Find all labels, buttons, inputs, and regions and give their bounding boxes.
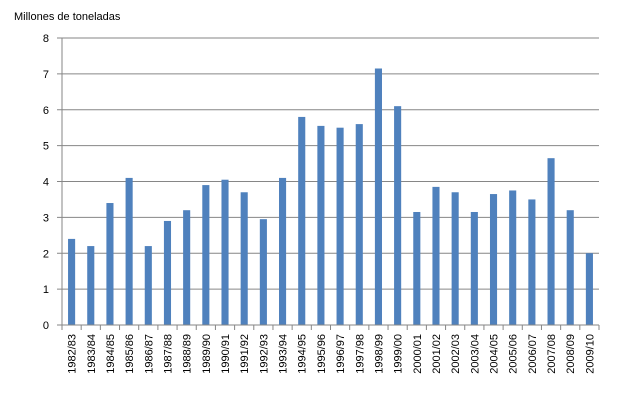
bar-2008-09	[566, 210, 574, 325]
x-tick-label: 1998/99	[373, 334, 385, 374]
x-tick-label: 2006/07	[527, 334, 539, 374]
bar-1982-83	[68, 238, 76, 325]
x-tick-label: 1982/83	[67, 334, 79, 374]
bar-1995-96	[317, 125, 325, 325]
x-tick-label: 1992/93	[258, 334, 270, 374]
x-tick-label: 1997/98	[354, 334, 366, 374]
x-tick-label: 2003/04	[469, 334, 481, 374]
x-tick-label: 2008/09	[565, 334, 577, 374]
bar-2007-08	[547, 158, 555, 325]
y-tick-label: 3	[43, 212, 49, 224]
bar-2006-07	[528, 199, 536, 325]
bar-2001-02	[432, 186, 440, 325]
bar-1988-89	[183, 210, 191, 325]
y-tick-label: 7	[43, 69, 49, 81]
bar-1999-00	[394, 106, 402, 325]
bar-2003-04	[470, 211, 478, 325]
x-tick-labels: 1982/83 1983/84 1984/85 1985/86 1986/87 1987/…	[67, 334, 597, 374]
bar-1985-86	[125, 177, 133, 325]
x-tick-label: 1995/96	[316, 334, 328, 374]
bar-1996-97	[336, 127, 344, 325]
bar-1992-93	[259, 219, 267, 325]
y-tick-label: 2	[43, 248, 49, 260]
x-tick-label: 1993/94	[278, 334, 290, 374]
bar-1983-84	[87, 246, 95, 325]
x-tick-label: 1987/88	[162, 334, 174, 374]
x-tick-label: 1984/85	[105, 334, 117, 374]
bar-1993-94	[279, 177, 287, 325]
x-tick-label: 2005/06	[508, 334, 520, 374]
y-tick-label: 8	[43, 33, 49, 45]
x-tick-label: 1991/92	[239, 334, 251, 374]
y-tick-label: 1	[43, 284, 49, 296]
x-tick-label: 1986/87	[143, 334, 155, 374]
bar-1990-91	[221, 179, 229, 325]
bar-2000-01	[413, 211, 421, 325]
bar-2005-06	[509, 190, 517, 325]
x-tick-label: 1983/84	[86, 334, 98, 374]
bar-2004-05	[489, 194, 498, 325]
bar-1997-98	[355, 124, 363, 325]
y-tick-label: 5	[43, 141, 49, 153]
bar-1998-99	[374, 68, 382, 326]
x-tick-label: 1999/00	[393, 334, 405, 374]
x-tick-label: 2000/01	[412, 334, 424, 374]
y-tick-label: 6	[43, 105, 49, 117]
x-tick-label: 1994/95	[297, 334, 309, 374]
x-tick-label: 1985/86	[124, 334, 136, 374]
bar-2009-10	[585, 253, 593, 325]
bar-2002-03	[451, 192, 459, 325]
x-tick-label: 2007/08	[546, 334, 558, 374]
bar-1984-85	[106, 203, 114, 325]
bar-1986-87	[144, 246, 152, 325]
x-tick-label: 1996/97	[335, 334, 347, 374]
bar-1991-92	[240, 192, 248, 325]
x-tick-label: 2004/05	[489, 334, 501, 374]
y-tick-label: 0	[43, 320, 49, 332]
y-axis-label: Millones de toneladas	[14, 11, 121, 23]
x-tick-label: 1989/90	[201, 334, 213, 374]
x-tick-label: 1990/91	[220, 334, 232, 374]
y-tick-labels: 0 1 2 3 4 5 6 7 8	[43, 33, 49, 332]
x-tick-label: 2001/02	[431, 334, 443, 374]
x-tick-label: 2002/03	[450, 334, 462, 374]
gridlines	[62, 37, 599, 290]
x-tick-label: 2009/10	[584, 334, 596, 374]
y-tick-label: 4	[43, 177, 49, 189]
axes	[57, 37, 600, 330]
bar-1987-88	[163, 220, 172, 325]
bars	[68, 68, 593, 326]
bar-1994-95	[298, 116, 306, 325]
x-tick-label: 1988/89	[182, 334, 194, 374]
bar-1989-90	[202, 185, 210, 325]
